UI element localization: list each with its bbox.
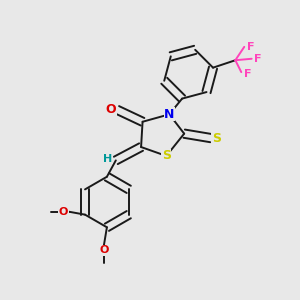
Text: F: F	[247, 42, 254, 52]
Text: F: F	[254, 54, 262, 64]
Text: F: F	[244, 69, 252, 79]
Text: O: O	[99, 245, 109, 256]
Text: S: S	[162, 149, 171, 162]
Text: H: H	[103, 154, 112, 164]
Text: N: N	[164, 108, 175, 121]
Text: S: S	[212, 132, 221, 145]
Text: O: O	[58, 207, 68, 217]
Text: O: O	[106, 103, 116, 116]
